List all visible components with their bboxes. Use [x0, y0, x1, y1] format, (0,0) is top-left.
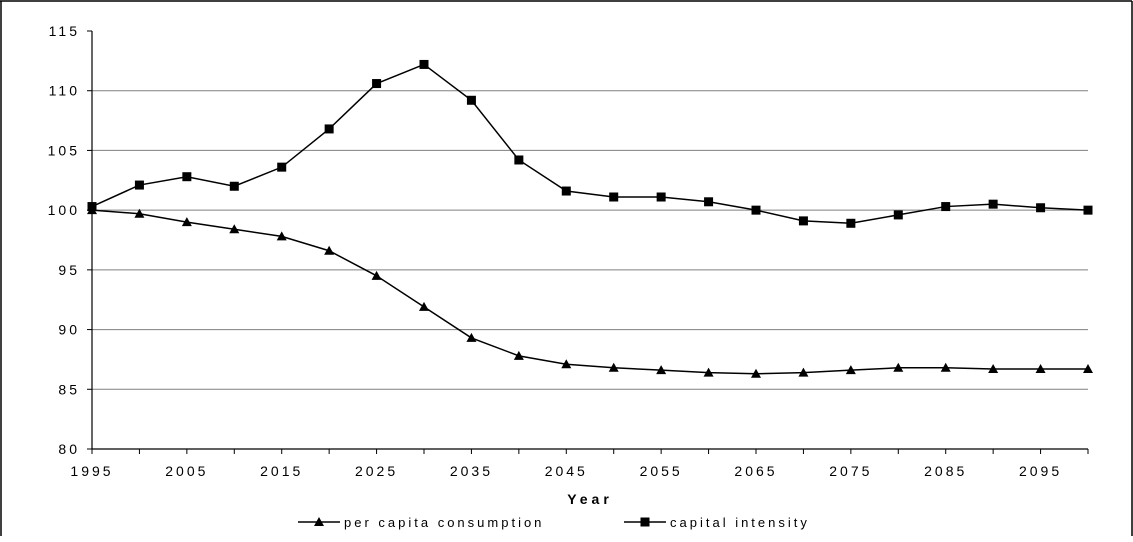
y-tick-label: 95 — [58, 262, 80, 278]
x-tick-label: 2085 — [924, 463, 967, 479]
data-point — [466, 332, 477, 342]
data-point — [845, 365, 856, 375]
x-tick-label: 2065 — [734, 463, 777, 479]
x-tick-label: 2055 — [640, 463, 683, 479]
data-point — [276, 231, 287, 241]
data-point — [134, 208, 145, 218]
data-point — [656, 365, 667, 375]
y-tick-label: 110 — [49, 83, 80, 99]
legend-label: capital intensity — [670, 515, 810, 530]
data-point — [419, 59, 429, 69]
x-tick-label: 2045 — [545, 463, 588, 479]
data-point — [704, 197, 714, 207]
y-tick-label: 100 — [48, 202, 80, 218]
y-tick-label: 105 — [48, 142, 80, 158]
data-point — [372, 79, 382, 89]
series-layer — [87, 59, 1093, 378]
series-line-2 — [91, 63, 1089, 225]
legend-triangle-marker — [314, 517, 324, 526]
data-point — [893, 362, 904, 372]
y-tick-label: 90 — [58, 322, 80, 338]
data-point — [561, 186, 571, 196]
data-point — [134, 180, 144, 190]
data-point — [609, 192, 619, 202]
data-point — [371, 270, 382, 280]
data-point — [324, 245, 335, 255]
data-point — [988, 363, 999, 373]
data-point — [703, 367, 714, 377]
x-tick-label: 2075 — [829, 463, 872, 479]
y-tick-label: 85 — [58, 381, 80, 397]
data-point — [229, 224, 240, 234]
x-tick-label: 2095 — [1019, 463, 1062, 479]
data-point — [941, 202, 951, 212]
data-point — [940, 362, 951, 372]
data-point — [751, 205, 761, 215]
data-point — [561, 359, 572, 369]
data-point — [277, 162, 287, 172]
data-point — [798, 216, 808, 226]
data-point — [182, 172, 192, 182]
data-point — [1035, 363, 1046, 373]
legend-square-marker — [640, 517, 650, 527]
data-point — [514, 155, 524, 165]
x-tick-label: 1995 — [70, 463, 113, 479]
data-point — [229, 181, 239, 191]
data-point — [608, 362, 619, 372]
x-tick-label: 2035 — [450, 463, 493, 479]
legend-label: per capita consumption — [344, 515, 544, 530]
data-point — [1036, 203, 1046, 213]
y-tick-label: 80 — [58, 441, 80, 457]
grid-layer — [92, 90, 1088, 390]
x-tick-label: 2025 — [355, 463, 398, 479]
y-tick-label: 115 — [49, 23, 80, 39]
data-point — [324, 124, 334, 134]
data-point — [181, 217, 192, 227]
data-point — [988, 199, 998, 209]
x-tick-label: 2015 — [260, 463, 303, 479]
data-point — [893, 210, 903, 220]
axis-layer: 80 85 90 95 100 105 110 115 1995 2005 2015 2025 2035… — [48, 23, 1089, 507]
data-point — [466, 95, 476, 105]
data-point — [1083, 363, 1093, 373]
data-point — [798, 367, 809, 377]
data-point — [419, 301, 429, 311]
data-point — [1083, 205, 1093, 215]
legend-layer: per capita consumption capital intensity — [298, 515, 810, 530]
data-point — [513, 350, 524, 360]
data-point — [751, 368, 761, 378]
data-point — [87, 202, 97, 212]
series-line-1 — [91, 209, 1088, 375]
x-axis-title: Year — [567, 491, 613, 507]
data-point — [846, 218, 856, 228]
x-tick-label: 2005 — [165, 463, 208, 479]
data-point — [656, 192, 666, 202]
